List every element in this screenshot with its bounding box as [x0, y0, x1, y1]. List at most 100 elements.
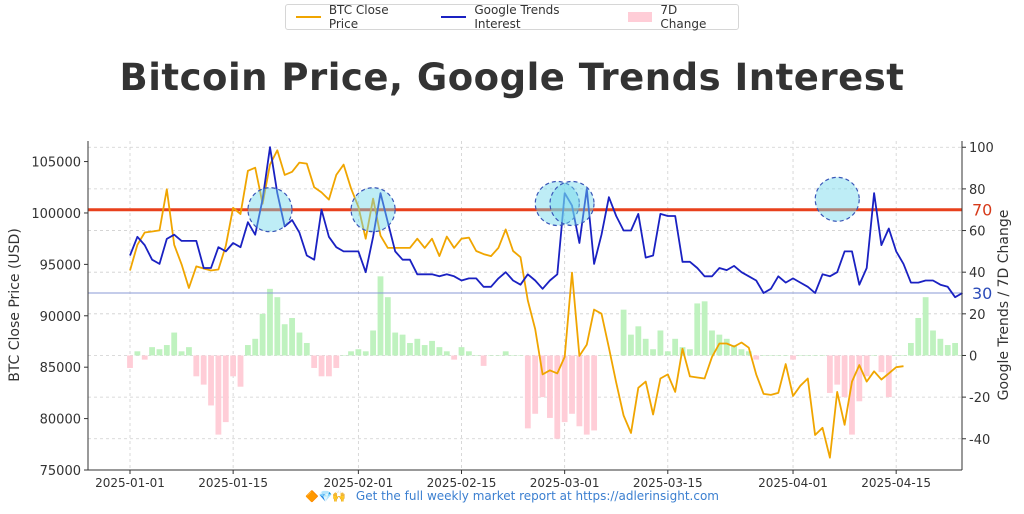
change-bar: [841, 355, 848, 398]
x-tick-label: 2025-01-15: [198, 476, 268, 490]
change-bar: [804, 355, 811, 356]
change-bar: [819, 355, 826, 356]
legend: BTC Close Price Google Trends Interest 7…: [285, 3, 739, 31]
change-bar: [200, 355, 207, 385]
change-bar: [362, 351, 369, 356]
change-bar: [657, 330, 664, 356]
change-bar: [738, 349, 745, 356]
change-bar: [407, 342, 413, 356]
change-bar: [745, 351, 752, 356]
change-bar: [775, 355, 782, 356]
y-tick-label-right: 0: [969, 349, 977, 364]
reference-lines: 70 30: [88, 201, 992, 303]
change-bar: [215, 355, 222, 435]
change-bar: [952, 342, 959, 356]
change-bar: [930, 330, 936, 356]
tick-labels: 75000 80000 85000 90000 95000 100000 105000 -40…: [31, 141, 993, 490]
change-bar: [340, 355, 347, 356]
change-bar: [355, 349, 362, 356]
change-bar: [591, 355, 598, 431]
change-bar: [384, 297, 391, 356]
y-tick-label-left: 105000: [31, 156, 81, 171]
change-bar: [635, 326, 642, 356]
change-bar: [473, 355, 480, 356]
change-bar: [458, 347, 465, 356]
change-bar: [134, 351, 141, 356]
highlight-circle-0: [247, 187, 293, 233]
legend-label-trends: Google Trends Interest: [474, 3, 560, 31]
y-tick-label-left: 90000: [40, 310, 81, 325]
change-bar: [186, 347, 192, 356]
change-bar: [709, 330, 715, 356]
change-bar: [628, 334, 634, 356]
change-bar: [230, 355, 237, 377]
reference-label-70: 70: [972, 201, 992, 220]
change-bar: [171, 332, 178, 356]
x-tick-label: 2025-04-15: [861, 476, 931, 490]
x-tick-label: 2025-04-01: [758, 476, 828, 490]
change-bar: [289, 317, 295, 356]
change-bar: [267, 288, 273, 356]
price-series: [129, 149, 904, 459]
change-bar: [620, 309, 627, 356]
change-bar: [178, 351, 185, 356]
change-bar: [237, 355, 244, 387]
y-tick-label-left: 85000: [40, 361, 81, 376]
change-bar: [222, 355, 229, 423]
change-bar: [915, 317, 922, 356]
change-bar: [274, 297, 281, 356]
change-bar: [569, 355, 575, 414]
y-tick-label-right: 60: [969, 225, 986, 240]
y-axis-label-right: Google Trends / 7D Change: [996, 210, 1012, 401]
highlight-circle-4: [814, 176, 860, 222]
change-bar: [348, 351, 354, 356]
change-bar: [561, 355, 568, 423]
change-bar: [731, 345, 737, 356]
change-bar: [502, 351, 509, 356]
change-bar: [598, 355, 605, 356]
change-bar: [863, 355, 870, 377]
change-bar: [495, 355, 502, 356]
change-bar: [510, 355, 516, 356]
change-bar: [436, 347, 443, 356]
change-bar: [900, 355, 907, 356]
change-bar: [826, 355, 833, 393]
change-bar: [856, 355, 863, 402]
change-bar: [244, 345, 251, 356]
change-bar: [723, 338, 730, 356]
legend-label-btc: BTC Close Price: [328, 3, 389, 31]
change-bar: [576, 355, 583, 427]
change-bar: [790, 355, 796, 360]
footer-link-text[interactable]: Get the full weekly market report at htt…: [355, 489, 719, 503]
change-bar: [650, 349, 656, 356]
change-bar: [296, 332, 303, 356]
y-tick-label-left: 80000: [40, 413, 81, 428]
change-bar: [208, 355, 214, 406]
change-bar: [392, 332, 399, 356]
y-tick-label-right: -20: [969, 391, 990, 406]
change-bar: [517, 355, 524, 356]
change-bar: [377, 276, 384, 356]
change-bar: [465, 351, 472, 356]
change-bar: [414, 338, 421, 356]
change-bar: [488, 355, 494, 356]
legend-entry-trends: Google Trends Interest: [441, 3, 603, 31]
highlight-circle-1: [350, 187, 396, 233]
change-bar: [311, 355, 318, 368]
y-tick-label-left: 95000: [40, 258, 81, 273]
legend-swatch-trends: [441, 16, 467, 18]
change-bar: [156, 349, 163, 356]
legend-entry-btc: BTC Close Price: [296, 3, 417, 31]
change-bar: [613, 355, 620, 356]
change-bar: [318, 355, 325, 377]
change-bar: [760, 355, 767, 356]
change-bar: [443, 351, 450, 356]
change-bar: [326, 355, 332, 377]
change-bar: [370, 330, 377, 356]
change-bar: [554, 355, 561, 439]
change-bar: [539, 355, 546, 398]
change-bar: [141, 355, 148, 360]
change-bars: [127, 276, 966, 439]
btc-price-line: [129, 149, 904, 459]
y-tick-label-right: 20: [969, 308, 986, 323]
